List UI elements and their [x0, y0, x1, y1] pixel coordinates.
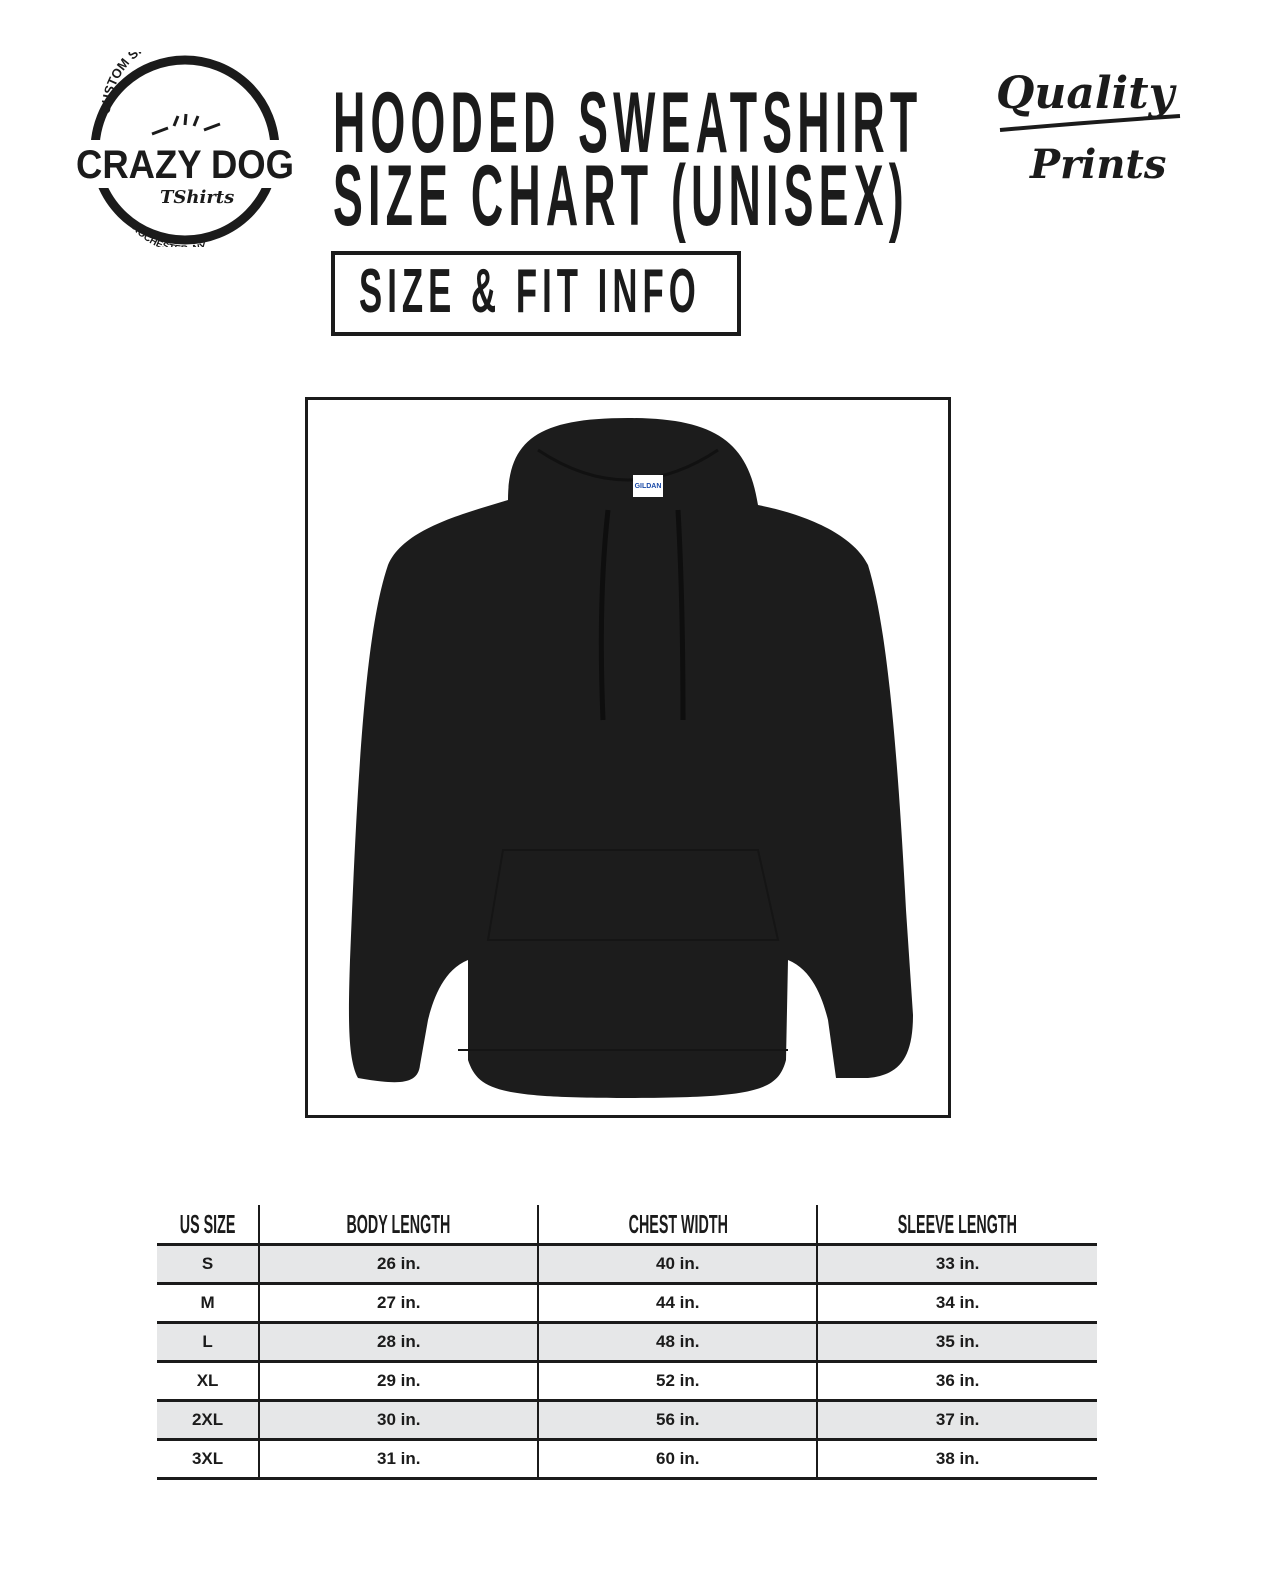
- size-cell: 2XL: [157, 1399, 260, 1440]
- size-cell: L: [157, 1321, 260, 1362]
- header-body-length: BODY LENGTH: [258, 1205, 539, 1245]
- size-cell: XL: [157, 1360, 260, 1401]
- quality-text: Quality: [996, 68, 1178, 119]
- table-row: 2XL 30 in. 56 in. 37 in.: [157, 1399, 1097, 1440]
- quality-prints-logo: Quality Prints: [990, 50, 1190, 200]
- size-cell: 3XL: [157, 1438, 260, 1480]
- body-length-cell: 31 in.: [258, 1438, 539, 1480]
- table-header-row: US SIZE BODY LENGTH CHEST WIDTH SLEEVE L…: [157, 1205, 1097, 1245]
- title-line-1: HOODED SWEATSHIRT: [333, 75, 923, 171]
- sleeve-length-cell: 35 in.: [816, 1321, 1097, 1362]
- size-chart-table: US SIZE BODY LENGTH CHEST WIDTH SLEEVE L…: [157, 1205, 1097, 1480]
- header-sleeve-length: SLEEVE LENGTH: [816, 1205, 1097, 1245]
- chest-width-cell: 56 in.: [537, 1399, 818, 1440]
- sleeve-length-cell: 36 in.: [816, 1360, 1097, 1401]
- table-row: 3XL 31 in. 60 in. 38 in.: [157, 1438, 1097, 1480]
- body-length-cell: 29 in.: [258, 1360, 539, 1401]
- logo-script-text: TShirts: [160, 187, 234, 208]
- body-length-cell: 27 in.: [258, 1282, 539, 1323]
- title-line-2: SIZE CHART (UNISEX): [333, 148, 909, 244]
- hoodie-product-image: GILDAN: [305, 397, 951, 1118]
- sleeve-length-cell: 38 in.: [816, 1438, 1097, 1480]
- hoodie-body: [348, 418, 913, 1098]
- size-cell: M: [157, 1282, 260, 1323]
- table-row: M 27 in. 44 in. 34 in.: [157, 1282, 1097, 1323]
- gildan-tag: GILDAN: [635, 483, 662, 490]
- chest-width-cell: 60 in.: [537, 1438, 818, 1480]
- chest-width-cell: 48 in.: [537, 1321, 818, 1362]
- chest-width-cell: 52 in.: [537, 1360, 818, 1401]
- prints-text: Prints: [1029, 141, 1166, 188]
- body-length-cell: 30 in.: [258, 1399, 539, 1440]
- logo-main-text: CRAZY DOG: [76, 143, 294, 187]
- sleeve-length-cell: 34 in.: [816, 1282, 1097, 1323]
- table-row: S 26 in. 40 in. 33 in.: [157, 1243, 1097, 1284]
- header-chest-width: CHEST WIDTH: [537, 1205, 818, 1245]
- size-fit-info-label: SIZE & FIT INFO: [359, 257, 701, 326]
- body-length-cell: 26 in.: [258, 1243, 539, 1284]
- table-row: L 28 in. 48 in. 35 in.: [157, 1321, 1097, 1362]
- sleeve-length-cell: 37 in.: [816, 1399, 1097, 1440]
- size-fit-info-box: [331, 251, 741, 336]
- chest-width-cell: 40 in.: [537, 1243, 818, 1284]
- header-us-size: US SIZE: [179, 1208, 236, 1239]
- size-cell: S: [157, 1243, 260, 1284]
- body-length-cell: 28 in.: [258, 1321, 539, 1362]
- chest-width-cell: 44 in.: [537, 1282, 818, 1323]
- sleeve-length-cell: 33 in.: [816, 1243, 1097, 1284]
- table-row: XL 29 in. 52 in. 36 in.: [157, 1360, 1097, 1401]
